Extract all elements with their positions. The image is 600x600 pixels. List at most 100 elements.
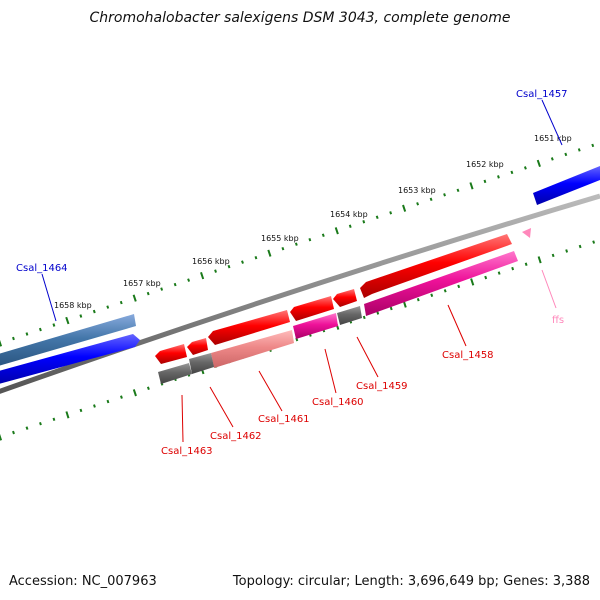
scale-label: 1656 kbp: [192, 257, 230, 266]
gene-label[interactable]: Csal_1461: [258, 414, 310, 425]
gene-csal-1459-red[interactable]: [333, 289, 357, 307]
scale-tick: [146, 291, 150, 296]
gene-label[interactable]: Csal_1462: [210, 431, 262, 442]
scale-tick: [65, 316, 70, 325]
inner-tick-scale: [0, 240, 596, 441]
gene-label[interactable]: Csal_1464: [16, 263, 68, 274]
forward-genes: [0, 166, 600, 385]
scale-label: 1652 kbp: [466, 160, 504, 169]
scale-tick: [416, 297, 420, 302]
scale-tick: [389, 306, 393, 311]
gene-label[interactable]: ffs: [552, 315, 564, 326]
scale-tick: [52, 323, 56, 327]
reverse-genes: [155, 228, 531, 384]
gene-label[interactable]: Csal_1458: [442, 350, 494, 361]
gene-label[interactable]: Csal_1463: [161, 446, 213, 457]
scale-tick: [25, 426, 29, 430]
gene-label[interactable]: Csal_1457: [516, 89, 568, 100]
scale-tick: [362, 220, 366, 224]
scale-tick: [12, 430, 15, 435]
scale-tick: [389, 211, 393, 215]
scale-tick: [254, 255, 258, 260]
scale-tick: [375, 215, 379, 220]
scale-tick: [92, 309, 96, 314]
leader-csal-1464: [41, 273, 57, 322]
scale-tick: [591, 143, 595, 148]
scale-tick: [551, 253, 555, 258]
leader-csal-1460: [324, 348, 337, 394]
scale-tick: [429, 197, 433, 202]
scale-tick: [241, 260, 244, 264]
scale-tick: [93, 404, 96, 408]
gene-csal-1464-other[interactable]: [0, 314, 136, 367]
scale-tick: [511, 266, 515, 271]
scale-labels: 1651 kbp 1652 kbp 1653 kbp 1654 kbp 1655…: [54, 134, 572, 310]
scale-tick: [483, 179, 487, 184]
scale-tick: [294, 242, 298, 246]
scale-tick: [0, 339, 3, 347]
scale-tick: [523, 166, 527, 170]
scale-label: 1655 kbp: [261, 234, 299, 243]
scale-tick: [214, 269, 217, 273]
scale-tick: [550, 157, 554, 161]
scale-tick: [120, 395, 123, 399]
leader-csal-1461: [258, 370, 283, 412]
accession-text: Accession: NC_007963: [9, 574, 157, 589]
scale-tick: [52, 417, 56, 422]
gene-label[interactable]: Csal_1459: [356, 381, 408, 392]
scale-tick: [200, 271, 205, 280]
scale-tick: [0, 433, 3, 441]
scale-tick: [187, 278, 191, 282]
scale-tick: [106, 399, 110, 404]
gene-csal-1458-magenta[interactable]: [364, 251, 518, 316]
scale-tick: [578, 244, 582, 249]
gene-csal-1462-gray[interactable]: [189, 353, 214, 374]
gene-csal-1458-red[interactable]: [360, 234, 512, 298]
scale-tick: [132, 389, 137, 397]
scale-tick: [577, 148, 581, 152]
scale-tick: [39, 421, 42, 426]
leader-csal-1458: [447, 304, 467, 347]
scale-tick: [524, 262, 528, 266]
scale-tick: [79, 314, 83, 318]
gene-ffs-rna[interactable]: [522, 228, 531, 238]
gene-csal-1461-red[interactable]: [208, 310, 290, 345]
gene-csal-1457-forward[interactable]: [533, 166, 600, 205]
scale-tick: [470, 278, 475, 286]
scale-label: 1658 kbp: [54, 301, 92, 310]
scale-tick: [565, 249, 569, 253]
map-title: Chromohalobacter salexigens DSM 3043, co…: [89, 10, 511, 26]
leader-csal-1463: [181, 394, 184, 443]
gene-csal-1459-gray[interactable]: [337, 306, 362, 325]
gene-csal-1463-gray[interactable]: [158, 363, 192, 384]
scale-tick: [308, 237, 312, 242]
leader-csal-1457: [541, 99, 563, 146]
gene-csal-1460-magenta[interactable]: [293, 313, 338, 339]
label-leaders: [41, 99, 563, 443]
scale-tick: [173, 282, 177, 287]
leader-ffs: [541, 269, 557, 309]
outer-tick-scale: [0, 143, 595, 347]
gene-label[interactable]: Csal_1460: [312, 397, 364, 408]
scale-tick: [510, 170, 514, 175]
scale-tick: [132, 294, 137, 302]
scale-tick: [348, 224, 352, 228]
scale-tick: [402, 204, 407, 212]
scale-tick: [564, 152, 568, 157]
scale-tick: [334, 227, 339, 235]
leader-csal-1462: [209, 386, 234, 428]
scale-tick: [443, 289, 447, 293]
scale-label: 1653 kbp: [398, 186, 436, 195]
gene-csal-1460-red[interactable]: [290, 296, 334, 321]
gene-labels: Csal_1457 Csal_1458 Csal_1459 Csal_1460 …: [16, 89, 568, 457]
gene-csal-1464-forward[interactable]: [0, 334, 140, 385]
gene-csal-1461-pink[interactable]: [211, 330, 294, 368]
scale-tick: [362, 315, 366, 320]
scale-tick: [146, 386, 150, 391]
scale-tick: [267, 249, 272, 257]
scale-tick: [160, 287, 164, 291]
scale-tick: [25, 332, 29, 336]
scale-tick: [536, 159, 541, 168]
gene-csal-1462-red[interactable]: [187, 338, 208, 355]
gene-csal-1463-red[interactable]: [155, 344, 187, 364]
